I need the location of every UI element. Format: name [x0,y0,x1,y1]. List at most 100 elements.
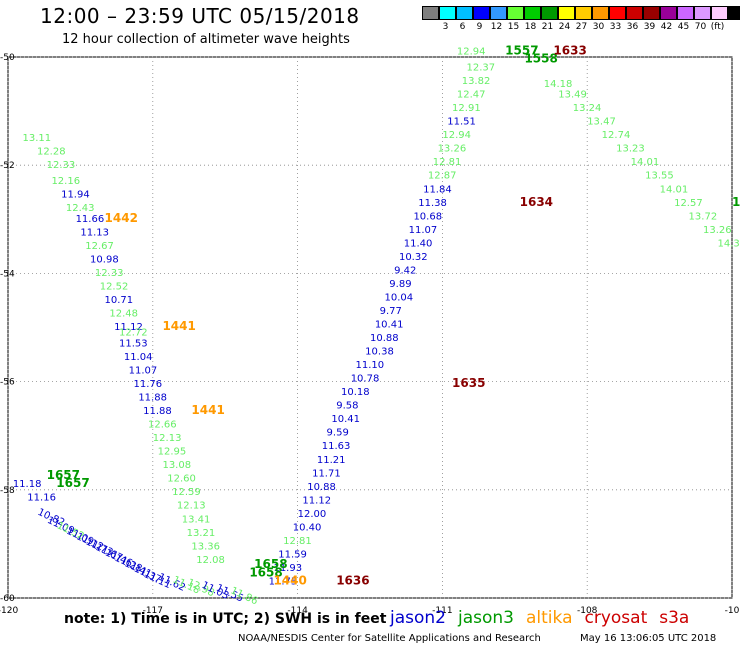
time-label: 1658 [254,557,287,571]
legend-swatch [473,6,490,20]
swh-label: 9.89 [389,279,411,290]
swh-label: 11.93 [273,563,302,574]
legend-swatch [677,6,694,20]
legend-label: 15 [507,22,520,32]
time-label: 1635 [452,376,485,390]
swh-label: 11.40 [404,238,433,249]
legend-label: 18 [524,22,537,32]
legend-swatch [609,6,626,20]
legend-swatch [558,6,575,20]
swh-label: 12.94 [457,46,486,57]
time-label: 1657 [47,468,80,482]
swh-label: 10.41 [375,320,404,331]
swh-label: 12.16 [51,176,80,187]
legend-swatch [711,6,728,20]
legend-label: 45 [677,22,690,32]
credit-text: NOAA/NESDIS Center for Satellite Applica… [238,633,541,644]
satellite-legend: jason2 jason3 altika cryosat s3a [390,608,701,628]
legend-label: 36 [626,22,639,32]
swh-label: 9.42 [394,265,416,276]
swh-label: 14.01 [631,157,660,168]
swh-label: 10.38 [365,347,394,358]
swh-label: 10.78 [351,374,380,385]
swh-label: 11.16 [27,493,56,504]
legend-label: 33 [609,22,622,32]
swh-label: 11.84 [423,184,452,195]
swh-label: 12.74 [602,130,631,141]
lat-tick-label: -56 [0,378,15,388]
swh-label: 14.37 [718,238,740,249]
swh-label: 12.00 [298,509,327,520]
swh-label: 12.94 [442,130,471,141]
legend-swatch [439,6,456,20]
swh-label: 13.26 [703,225,732,236]
legend-swatch [507,6,524,20]
legend-swatch [490,6,507,20]
time-label: 1658 [249,565,282,579]
swh-label: 11.21 [317,455,346,466]
time-label: 1636 [336,573,369,587]
footer-credit: NOAA/NESDIS Center for Satellite Applica… [238,633,716,644]
legend-label: 39 [643,22,656,32]
swh-label: 12.08 [196,555,225,566]
timestamp: May 16 13:06:05 UTC 2018 [580,633,717,644]
swh-label: 11.94 [61,190,90,201]
time-label: 1634 [520,195,553,209]
lon-tick-label: -120 [0,606,18,616]
lon-tick-label: -114 [287,606,308,616]
lat-tick-label: -60 [0,594,15,604]
swh-label: 12.87 [428,171,457,182]
time-label: 1657 [56,476,89,490]
legend-swatch [422,6,439,20]
swh-label: 11.71 [312,468,341,479]
legend-label: 24 [558,22,571,32]
legend-swatch [728,6,740,20]
satellite-jason2: jason2 [390,608,446,628]
lat-tick-label: -54 [0,269,15,279]
legend-label: (ft) [710,22,725,32]
lon-tick-label: -108 [577,606,598,616]
swh-label: 11.75 [269,576,298,587]
swh-label: 13.08 [162,460,191,471]
swh-label: 9.77 [380,306,402,317]
swh-label: 11.12 [302,495,331,506]
swh-label: 14.01 [660,184,689,195]
swh-label: 12.28 [37,146,66,157]
legend-swatch [694,6,711,20]
swh-label: 11.18 [13,479,42,490]
swh-label: 12.66 [148,420,177,431]
lat-tick-label: -58 [0,486,15,496]
legend-label: 70 [694,22,707,32]
swh-label: 12.33 [95,268,124,279]
legend-swatch [524,6,541,20]
swh-label: 13.26 [438,144,467,155]
swh-label: 12.95 [158,447,187,458]
swh-label: 11.13 [80,228,109,239]
swh-label: 11.10 [356,360,385,371]
legend-swatch [575,6,592,20]
swh-label: 10.18 [341,387,370,398]
swh-label: 12.13 [177,501,206,512]
page-title: 12:00 – 23:59 UTC 05/15/2018 [40,4,360,28]
swh-label: 11.76 [133,379,162,390]
swh-label: 13.47 [587,117,616,128]
legend-swatch [626,6,643,20]
satellite-s3a: s3a [659,608,690,628]
satellite-jason3: jason3 [458,608,514,628]
swh-label: 11.88 [143,406,172,417]
swh-label: 9.59 [327,428,349,439]
lon-tick-label: -111 [432,606,452,616]
swh-label: 11.51 [447,117,476,128]
swh-label: 14.18 [544,79,573,90]
time-label: 155 [732,195,740,209]
legend-label: 42 [660,22,673,32]
swh-label: 11.88 [138,393,167,404]
swh-label: 10.41 [331,414,360,425]
color-legend [422,6,740,20]
swh-label: 12.81 [433,157,462,168]
swh-label: 11.66 [76,214,105,225]
swh-label: 13.23 [616,144,645,155]
swh-label: 13.11 [22,133,51,144]
swh-label: 12.43 [66,203,95,214]
lon-tick-label: -117 [143,606,163,616]
